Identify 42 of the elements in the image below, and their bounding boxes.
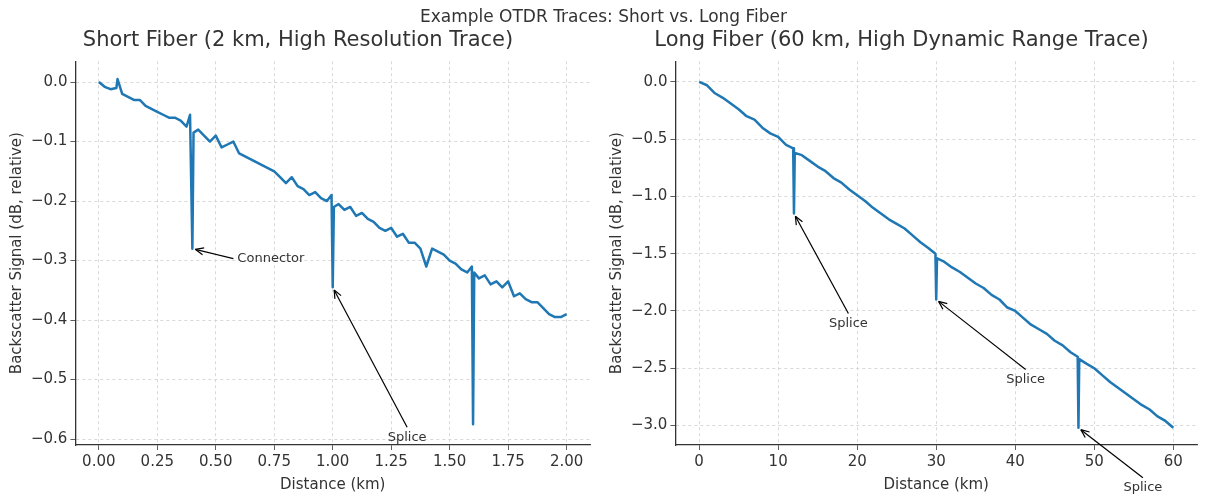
x-tick-label: 2.00 xyxy=(549,451,584,470)
x-tick-label: 40 xyxy=(1005,451,1025,470)
x-tick-label: 0.25 xyxy=(140,451,174,470)
y-tick-label: −2.5 xyxy=(630,358,668,377)
y-tick-label: −1.0 xyxy=(630,186,668,205)
annotation: Connector xyxy=(237,250,306,266)
chart-title: Short Fiber (2 km, High Resolution Trace) xyxy=(82,27,514,52)
y-tick-label: −1.5 xyxy=(630,243,668,262)
annotation: Splice xyxy=(387,428,427,444)
x-tick-label: 50 xyxy=(1084,451,1104,470)
y-axis-title: Backscatter Signal (dB, relative) xyxy=(6,132,25,375)
y-tick-label: −0.2 xyxy=(30,190,68,209)
y-tick-label: −0.1 xyxy=(30,131,68,150)
y-tick-label: −0.5 xyxy=(30,369,68,388)
x-tick-label: 1.00 xyxy=(316,451,350,470)
x-tick-label: 60 xyxy=(1163,451,1183,470)
x-tick-label: 30 xyxy=(926,451,946,470)
y-tick-label: −3.0 xyxy=(630,415,668,434)
x-tick-label: 0.75 xyxy=(257,451,291,470)
annotation: Splice xyxy=(1123,479,1163,495)
y-tick-label: −0.3 xyxy=(30,250,68,269)
x-tick-label: 20 xyxy=(847,451,867,470)
x-tick-label: 1.75 xyxy=(491,451,525,470)
y-tick-label: 0.0 xyxy=(43,71,68,90)
y-tick-label: −0.5 xyxy=(630,129,668,147)
x-tick-label: 0 xyxy=(694,451,704,470)
x-tick-label: 10 xyxy=(768,451,788,470)
y-axis-title: Backscatter Signal (dB, relative) xyxy=(606,132,625,375)
y-tick-label: −2.0 xyxy=(630,300,668,319)
chart-title: Long Fiber (60 km, High Dynamic Range Trace) xyxy=(654,27,1149,52)
x-tick-label: 0.00 xyxy=(82,451,116,470)
y-tick-label: −0.4 xyxy=(30,309,68,328)
x-axis-title: Distance (km) xyxy=(280,474,386,493)
x-tick-label: 0.50 xyxy=(199,451,233,470)
y-tick-label: −0.6 xyxy=(30,428,68,447)
x-tick-label: 1.50 xyxy=(432,451,467,470)
annotation: Splice xyxy=(828,314,868,330)
x-axis-title: Distance (km) xyxy=(883,474,989,493)
x-tick-label: 1.25 xyxy=(374,451,408,470)
y-tick-label: 0.0 xyxy=(643,71,668,90)
text: Example OTDR Traces: Short vs. Long Fiber xyxy=(418,6,789,26)
annotation: Splice xyxy=(1006,370,1046,386)
